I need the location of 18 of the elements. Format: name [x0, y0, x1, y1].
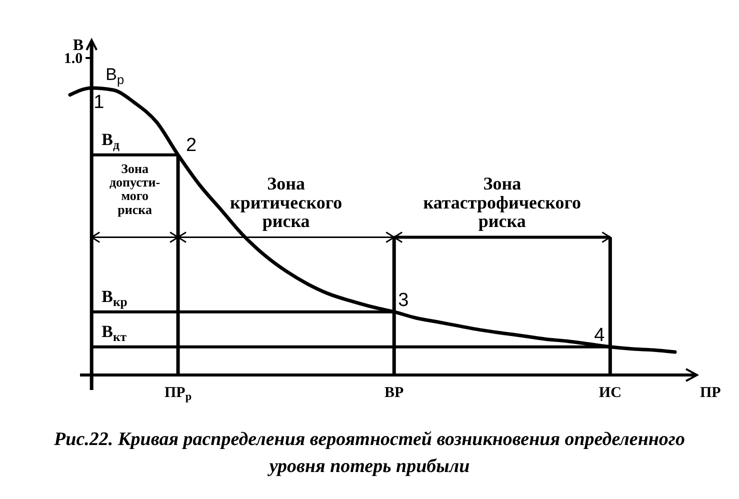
y-axis-title: В — [72, 37, 84, 54]
annotation: 4 — [594, 324, 606, 346]
x-tick-label: ВР — [384, 385, 404, 401]
ref-line-label: В$_{кт}$ — [102, 322, 128, 344]
annotation: Зона допусти- мого риска — [109, 160, 160, 217]
ref-line-label: В$_{д}$ — [102, 130, 120, 152]
annotation: Зона критического риска — [230, 173, 342, 232]
annotation: В$_{р}$ — [106, 65, 124, 87]
text: Рис.22. Кривая распределения вероятностей возникновения определенного уровня потерь прибыли — [53, 429, 685, 477]
annotation: Зона катастрофического риска — [423, 173, 582, 232]
x-tick-label: ИС — [598, 385, 622, 401]
x-axis-title: ПР — [700, 385, 721, 401]
x-tick-label: ПР$_{р}$ — [164, 385, 192, 404]
ref-line-label: В$_{кр}$ — [102, 286, 128, 309]
annotation: 3 — [398, 290, 409, 311]
annotation: 2 — [186, 134, 197, 156]
annotation: 1 — [94, 92, 104, 113]
text: 1.0 — [64, 51, 83, 67]
